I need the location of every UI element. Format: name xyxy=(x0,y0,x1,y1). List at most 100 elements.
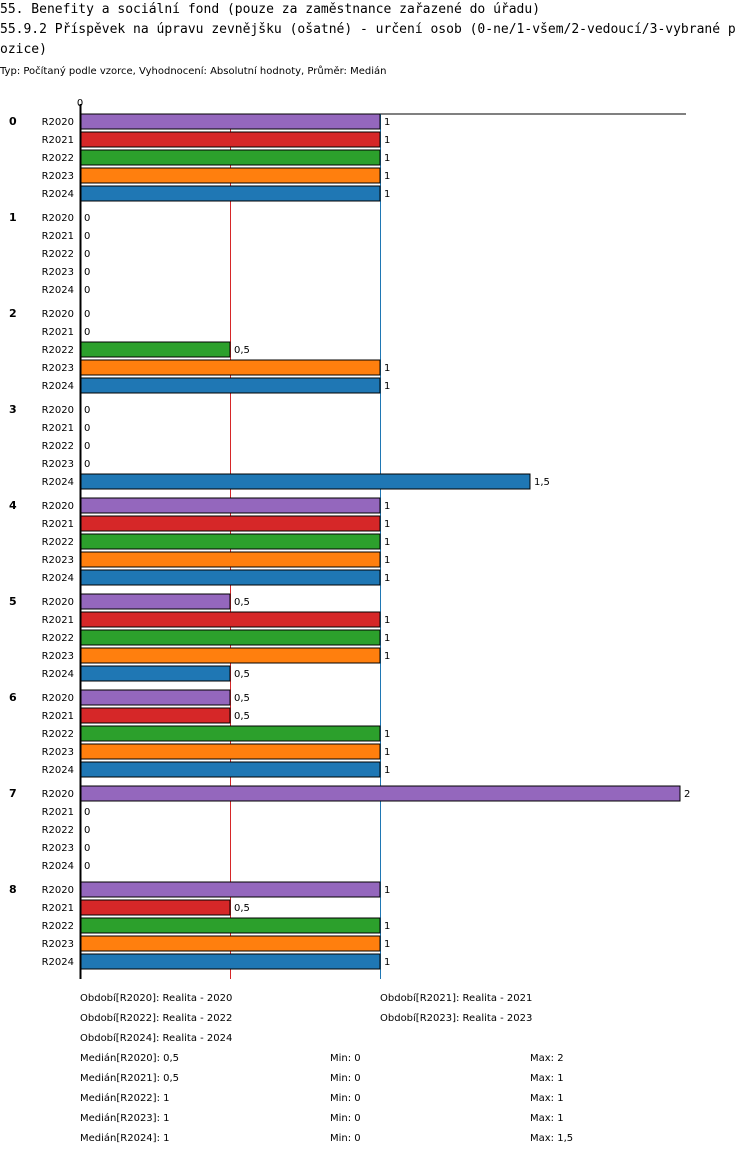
data-label: 1 xyxy=(384,171,390,182)
series-tick-label: R2022 xyxy=(42,441,74,452)
data-label: 0 xyxy=(84,267,90,278)
series-tick-label: R2024 xyxy=(42,477,74,488)
group-label: 8 xyxy=(9,883,17,896)
series-tick-label: R2020 xyxy=(42,213,74,224)
bar xyxy=(80,743,381,760)
axis-tick-label: 0 xyxy=(77,98,83,109)
data-label: 0 xyxy=(84,807,90,818)
legend-max: Max: 1 xyxy=(530,1093,564,1104)
chart-title: 55. Benefity a sociální fond (pouze za z… xyxy=(0,2,541,17)
data-label: 0,5 xyxy=(234,345,250,356)
series-tick-label: R2023 xyxy=(42,267,74,278)
data-label: 0 xyxy=(84,213,90,224)
legend-period: Období[R2024]: Realita - 2024 xyxy=(80,1033,233,1044)
legend-min: Min: 0 xyxy=(330,1093,361,1104)
data-label: 1 xyxy=(384,519,390,530)
series-tick-label: R2024 xyxy=(42,861,74,872)
data-label: 0,5 xyxy=(234,693,250,704)
data-label: 1 xyxy=(384,765,390,776)
legend-period: Období[R2023]: Realita - 2023 xyxy=(380,1013,533,1024)
data-label: 0 xyxy=(84,249,90,260)
data-label: 1 xyxy=(384,885,390,896)
group-label: 2 xyxy=(9,307,17,320)
data-label: 1 xyxy=(384,573,390,584)
bar xyxy=(80,647,381,664)
series-tick-label: R2020 xyxy=(42,501,74,512)
data-label: 1,5 xyxy=(534,477,550,488)
bar xyxy=(80,167,381,184)
data-label: 0 xyxy=(84,327,90,338)
data-label: 1 xyxy=(384,537,390,548)
series-tick-label: R2020 xyxy=(42,885,74,896)
series-tick-label: R2020 xyxy=(42,597,74,608)
bar xyxy=(80,185,381,202)
data-label: 1 xyxy=(384,135,390,146)
bar xyxy=(80,515,381,532)
data-label: 0 xyxy=(84,309,90,320)
series-tick-label: R2024 xyxy=(42,573,74,584)
data-label: 1 xyxy=(384,363,390,374)
series-tick-label: R2021 xyxy=(42,135,74,146)
data-label: 1 xyxy=(384,189,390,200)
bar xyxy=(80,689,231,706)
data-label: 0 xyxy=(84,459,90,470)
chart-type-description: Typ: Počítaný podle vzorce, Vyhodnocení:… xyxy=(0,66,387,77)
series-tick-label: R2021 xyxy=(42,711,74,722)
series-tick-label: R2023 xyxy=(42,843,74,854)
bar xyxy=(80,359,381,376)
series-tick-label: R2024 xyxy=(42,381,74,392)
bar xyxy=(80,341,231,358)
bar xyxy=(80,473,531,490)
data-label: 1 xyxy=(384,921,390,932)
legend-median: Medián[R2024]: 1 xyxy=(80,1133,170,1144)
series-tick-label: R2021 xyxy=(42,327,74,338)
bar xyxy=(80,899,231,916)
series-tick-label: R2020 xyxy=(42,309,74,320)
bar xyxy=(80,881,381,898)
bar xyxy=(80,149,381,166)
bar xyxy=(80,935,381,952)
bar xyxy=(80,629,381,646)
bar xyxy=(80,533,381,550)
series-tick-label: R2020 xyxy=(42,789,74,800)
series-tick-label: R2023 xyxy=(42,171,74,182)
chart-subtitle-title: 55.9.2 Příspěvek na úpravu zevnějšku (oš… xyxy=(0,22,736,57)
series-tick-label: R2024 xyxy=(42,765,74,776)
series-tick-label: R2023 xyxy=(42,555,74,566)
bar xyxy=(80,551,381,568)
series-tick-label: R2021 xyxy=(42,231,74,242)
legend-max: Max: 1 xyxy=(530,1073,564,1084)
data-label: 1 xyxy=(384,381,390,392)
series-tick-label: R2023 xyxy=(42,747,74,758)
series-tick-label: R2021 xyxy=(42,423,74,434)
series-tick-label: R2022 xyxy=(42,153,74,164)
data-label: 2 xyxy=(684,789,690,800)
bar xyxy=(80,665,231,682)
bar xyxy=(80,113,381,130)
legend-median: Medián[R2023]: 1 xyxy=(80,1113,170,1124)
data-label: 0 xyxy=(84,825,90,836)
bar xyxy=(80,569,381,586)
legend-period: Období[R2021]: Realita - 2021 xyxy=(380,993,533,1004)
series-tick-label: R2021 xyxy=(42,615,74,626)
series-tick-label: R2020 xyxy=(42,405,74,416)
bar xyxy=(80,761,381,778)
series-tick-label: R2021 xyxy=(42,807,74,818)
series-tick-label: R2024 xyxy=(42,957,74,968)
data-label: 1 xyxy=(384,633,390,644)
series-tick-label: R2022 xyxy=(42,729,74,740)
data-label: 1 xyxy=(384,747,390,758)
bar xyxy=(80,377,381,394)
data-label: 0 xyxy=(84,405,90,416)
series-tick-label: R2023 xyxy=(42,459,74,470)
legend-min: Min: 0 xyxy=(330,1053,361,1064)
bar xyxy=(80,593,231,610)
data-label: 0 xyxy=(84,423,90,434)
data-label: 0,5 xyxy=(234,597,250,608)
data-label: 1 xyxy=(384,729,390,740)
bar xyxy=(80,725,381,742)
legend-period: Období[R2020]: Realita - 2020 xyxy=(80,993,233,1004)
series-tick-label: R2020 xyxy=(42,117,74,128)
legend-min: Min: 0 xyxy=(330,1133,361,1144)
